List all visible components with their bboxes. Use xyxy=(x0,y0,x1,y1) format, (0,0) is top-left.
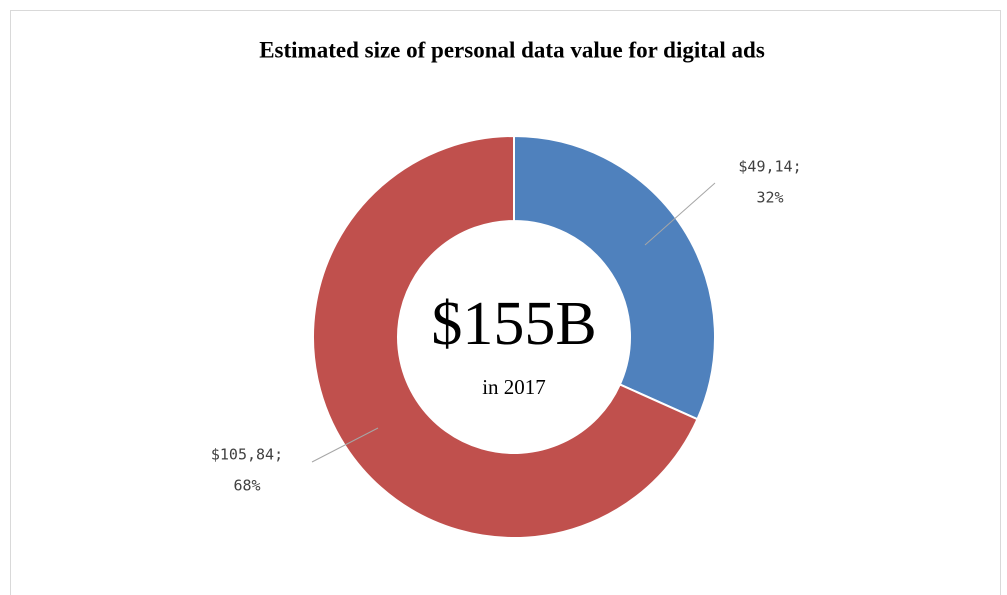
chart-border xyxy=(10,10,1001,595)
center-annotation: $155B xyxy=(431,290,596,358)
data-label: $105,84; xyxy=(211,446,283,464)
donut-slice xyxy=(513,134,716,421)
data-label: $49,14; xyxy=(738,158,801,176)
chart-title: Estimated size of personal data value fo… xyxy=(259,37,765,62)
leader-line xyxy=(311,427,379,463)
center-annotation: in 2017 xyxy=(482,375,546,399)
leader-line xyxy=(644,182,716,246)
donut-slice xyxy=(312,134,699,539)
data-label: 32% xyxy=(756,189,783,207)
data-label: 68% xyxy=(233,477,260,495)
